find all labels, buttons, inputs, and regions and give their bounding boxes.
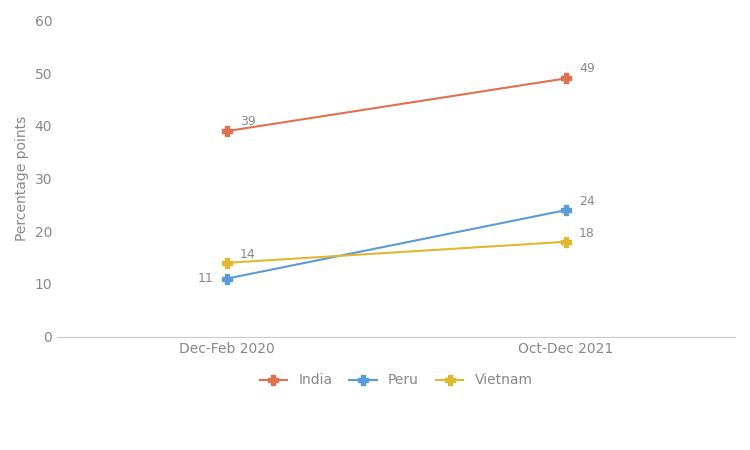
Vietnam [222, 260, 231, 265]
India [561, 76, 570, 81]
Text: 11: 11 [197, 272, 213, 285]
Vietnam [561, 239, 570, 244]
India [222, 128, 231, 134]
Y-axis label: Percentage points: Percentage points [15, 116, 29, 241]
Text: 18: 18 [579, 227, 595, 240]
Text: 24: 24 [579, 195, 595, 208]
Text: 39: 39 [240, 115, 256, 128]
Peru [561, 207, 570, 213]
Text: 14: 14 [240, 248, 256, 261]
Legend: India, Peru, Vietnam: India, Peru, Vietnam [254, 368, 538, 393]
Text: 49: 49 [579, 62, 595, 75]
Line: Vietnam: Vietnam [222, 237, 570, 268]
Line: Peru: Peru [222, 205, 570, 284]
Peru [222, 276, 231, 281]
Line: India: India [222, 74, 570, 136]
